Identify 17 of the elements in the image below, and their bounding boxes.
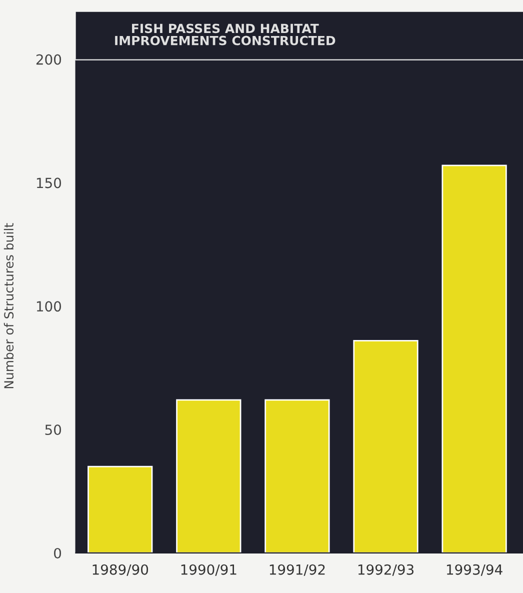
bar <box>264 399 330 553</box>
bar <box>88 466 153 553</box>
y-tick-label: 50 <box>45 424 62 436</box>
y-axis-title: Number of Structures built <box>4 223 14 388</box>
x-tick-label: 1989/90 <box>92 564 148 576</box>
y-tick-label: 150 <box>36 178 62 188</box>
bar <box>442 164 507 553</box>
chart-title: FISH PASSES AND HABITAT IMPROVEMENTS CONSTRUCTED <box>115 24 336 46</box>
x-tick-label: 1990/91 <box>181 564 236 576</box>
y-tick-label: 200 <box>36 54 62 65</box>
bar <box>176 399 242 553</box>
x-tick-label: 1993/94 <box>446 564 502 576</box>
y-tick-label: 100 <box>36 301 62 312</box>
bar <box>353 340 418 553</box>
y-tick-label: 0 <box>54 548 62 558</box>
x-tick-label: 1991/92 <box>270 564 325 576</box>
x-tick-label: 1992/93 <box>358 564 414 576</box>
